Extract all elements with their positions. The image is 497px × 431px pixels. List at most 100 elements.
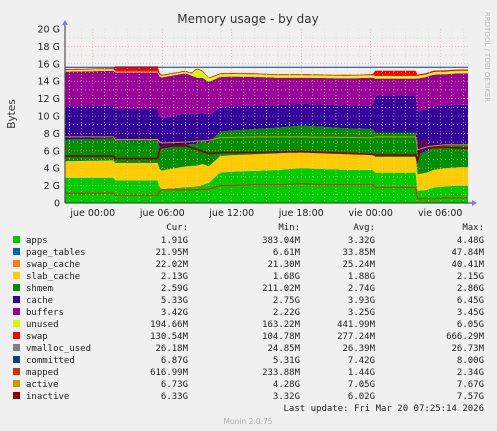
legend-cur-value: 6.73G bbox=[161, 380, 188, 390]
legend-row-buffers: buffers 3.42G 2.22G 3.25G 3.45G bbox=[13, 308, 484, 318]
y-tick-label: 0 bbox=[54, 199, 60, 210]
legend-row-shmem: shmem 2.59G 211.02M 2.74G 2.86G bbox=[13, 284, 484, 294]
y-tick-label: 4 G bbox=[44, 164, 60, 175]
series-lines bbox=[65, 66, 469, 200]
legend-header: Cur: Min: Avg: Max: bbox=[166, 223, 484, 233]
legend-avg-value: 441.99M bbox=[337, 320, 376, 330]
legend-min-value: 21.30M bbox=[267, 260, 300, 270]
legend-label: active bbox=[26, 380, 59, 390]
legend-min-value: 3.32G bbox=[273, 392, 300, 402]
y-tick-label: 2 G bbox=[44, 181, 60, 192]
legend-cur-value: 22.02M bbox=[155, 260, 188, 270]
line-inactive bbox=[65, 138, 469, 164]
legend-row-page-tables: page_tables 21.95M 6.61M 33.85M 47.84M bbox=[13, 248, 485, 258]
legend-avg-value: 7.42G bbox=[348, 356, 375, 366]
area-layer-5 bbox=[65, 69, 468, 82]
y-tick-label: 16 G bbox=[38, 59, 60, 70]
legend-row-mapped: mapped 616.99M 233.88M 1.44G 2.34G bbox=[13, 368, 484, 378]
legend-swatch bbox=[13, 308, 20, 315]
legend-label: buffers bbox=[26, 308, 64, 318]
legend-avg-value: 1.44G bbox=[348, 368, 375, 378]
legend-cur-value: 21.95M bbox=[155, 248, 188, 258]
legend-label: unused bbox=[26, 320, 59, 330]
legend-cur-value: 1.91G bbox=[161, 236, 188, 246]
legend-label: cache bbox=[26, 296, 53, 306]
legend-avg-value: 3.25G bbox=[348, 308, 375, 318]
x-tick-label: jue 06:00 bbox=[139, 208, 185, 219]
legend-swatch bbox=[13, 236, 20, 243]
legend-cur-value: 2.59G bbox=[161, 284, 188, 294]
legend-label: swap_cache bbox=[26, 260, 80, 270]
y-tick-label: 14 G bbox=[38, 77, 60, 88]
legend-swatch bbox=[13, 356, 20, 363]
x-tick-label: jue 00:00 bbox=[69, 208, 115, 219]
legend-swatch bbox=[13, 284, 20, 291]
legend-swatch bbox=[13, 260, 20, 267]
legend-label: inactive bbox=[26, 392, 69, 402]
legend-cur-value: 6.87G bbox=[161, 356, 188, 366]
legend-cur-value: 26.18M bbox=[155, 344, 188, 354]
y-tick-label: 6 G bbox=[44, 146, 60, 157]
col-max-header: Max: bbox=[462, 223, 484, 233]
legend-row-apps: apps 1.91G 383.04M 3.32G 4.48G bbox=[13, 236, 484, 246]
legend-max-value: 6.45G bbox=[457, 296, 484, 306]
legend-swatch bbox=[13, 320, 20, 327]
legend-max-value: 6.05G bbox=[457, 320, 484, 330]
area-layer-1 bbox=[65, 151, 468, 191]
legend-min-value: 2.22G bbox=[273, 308, 300, 318]
x-tick-label: vie 06:00 bbox=[418, 208, 463, 219]
y-tick-labels: 0 2 G 4 G 6 G 8 G 10 G 12 G 14 G 16 G 18 G 20 G bbox=[38, 25, 60, 210]
legend-min-value: 6.61M bbox=[273, 248, 301, 258]
legend-cur-value: 3.42G bbox=[161, 308, 188, 318]
chart-title: Memory usage - by day bbox=[177, 12, 318, 26]
y-tick-label: 18 G bbox=[38, 42, 60, 53]
legend-label: shmem bbox=[26, 284, 53, 294]
area-layer-4 bbox=[65, 70, 468, 119]
legend-max-value: 666.29M bbox=[446, 332, 485, 342]
y-axis-label: Bytes bbox=[6, 99, 18, 128]
legend: apps 1.91G 383.04M 3.32G 4.48G page_tables 21.… bbox=[13, 236, 485, 402]
munin-footer: Munin 2.0.75 bbox=[223, 417, 272, 426]
legend-avg-value: 277.24M bbox=[337, 332, 376, 342]
y-tick-label: 10 G bbox=[38, 112, 60, 123]
legend-max-value: 2.86G bbox=[457, 284, 484, 294]
legend-row-swap: swap 130.54M 104.78M 277.24M 666.29M bbox=[13, 332, 485, 342]
legend-label: swap bbox=[26, 332, 48, 342]
legend-row-cache: cache 5.33G 2.75G 3.93G 6.45G bbox=[13, 296, 484, 306]
legend-avg-value: 33.85M bbox=[342, 248, 375, 258]
legend-avg-value: 26.39M bbox=[342, 344, 375, 354]
line-mapped bbox=[65, 183, 468, 200]
legend-max-value: 40.41M bbox=[451, 260, 484, 270]
legend-min-value: 4.28G bbox=[273, 380, 300, 390]
legend-swatch bbox=[13, 332, 20, 339]
legend-swatch bbox=[13, 296, 20, 303]
legend-cur-value: 5.33G bbox=[161, 296, 188, 306]
legend-swatch bbox=[13, 368, 20, 375]
legend-label: mapped bbox=[26, 368, 59, 378]
legend-avg-value: 3.32G bbox=[348, 236, 375, 246]
legend-label: slab_cache bbox=[26, 272, 80, 282]
legend-label: page_tables bbox=[26, 248, 86, 258]
y-tick-label: 20 G bbox=[38, 25, 60, 36]
legend-swatch bbox=[13, 392, 20, 399]
y-tick-label: 12 G bbox=[38, 94, 60, 105]
legend-row-active: active 6.73G 4.28G 7.05G 7.67G bbox=[13, 380, 484, 390]
legend-max-value: 3.45G bbox=[457, 308, 484, 318]
legend-avg-value: 2.74G bbox=[348, 284, 375, 294]
legend-avg-value: 25.24M bbox=[342, 260, 375, 270]
legend-max-value: 26.73M bbox=[451, 344, 484, 354]
legend-row-inactive: inactive 6.33G 3.32G 6.02G 7.57G bbox=[13, 392, 484, 402]
area-layer-6 bbox=[65, 66, 468, 78]
legend-max-value: 2.15G bbox=[457, 272, 484, 282]
legend-swatch bbox=[13, 272, 20, 279]
x-tick-label: jue 18:00 bbox=[278, 208, 324, 219]
legend-avg-value: 7.05G bbox=[348, 380, 375, 390]
x-axis-arrow bbox=[472, 200, 477, 206]
legend-row-vmalloc-used: vmalloc_used 26.18M 24.85M 26.39M 26.73M bbox=[13, 344, 485, 354]
legend-min-value: 1.68G bbox=[273, 272, 300, 282]
legend-swatch bbox=[13, 380, 20, 387]
last-update: Last update: Fri Mar 20 07:25:14 2026 bbox=[284, 404, 484, 414]
legend-row-unused: unused 194.66M 163.22M 441.99M 6.05G bbox=[13, 320, 484, 330]
legend-avg-value: 3.93G bbox=[348, 296, 375, 306]
legend-avg-value: 1.88G bbox=[348, 272, 375, 282]
